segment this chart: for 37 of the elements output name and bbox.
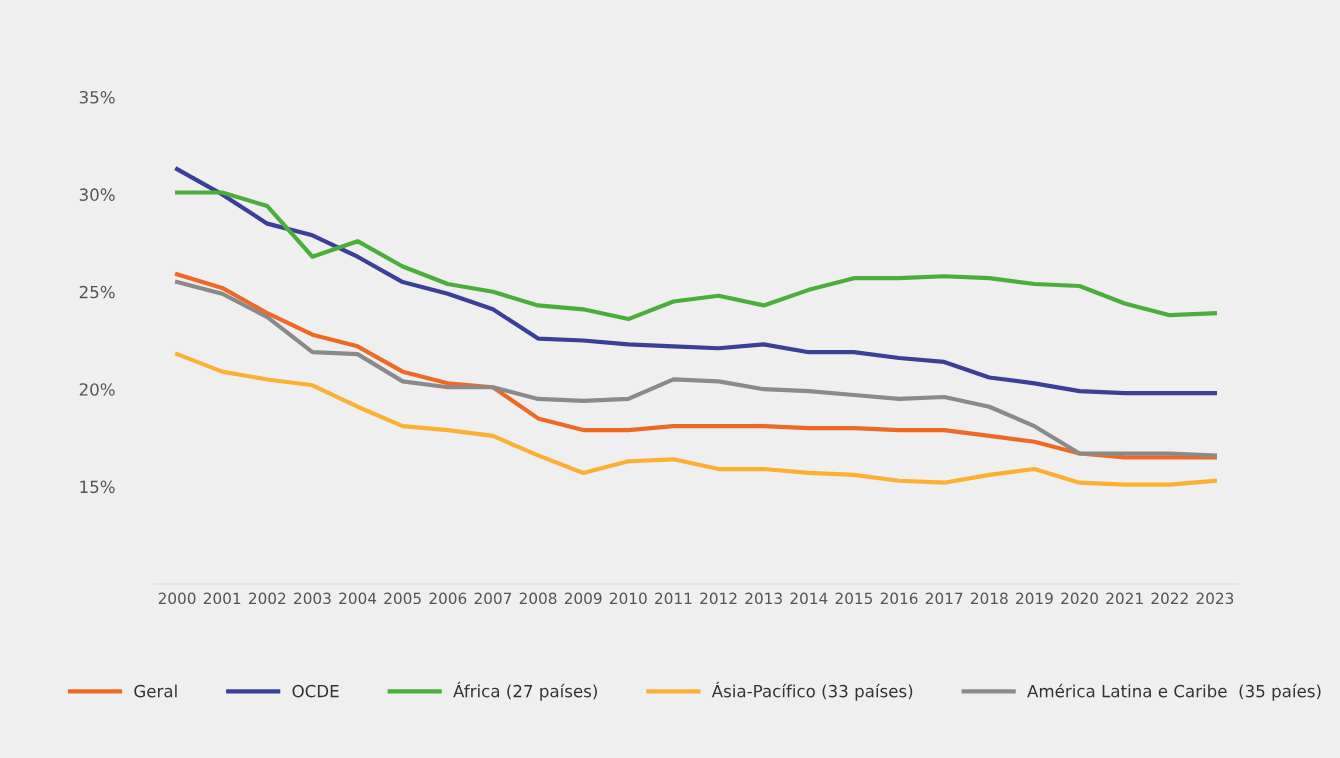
x-tick-label: 2004 [339,592,377,605]
y-tick-label: 35% [79,90,115,104]
x-tick-label: 2017 [925,592,963,605]
y-tick-label: 15% [80,480,115,494]
x-tick-label: 2008 [519,592,557,605]
x-tick-label: 2000 [158,592,196,605]
legend-label: Geral [134,684,177,698]
x-tick-label: 2015 [835,592,873,605]
y-tick-label: 25% [79,285,115,299]
x-tick-label: 2002 [248,592,286,605]
x-tick-label: 2011 [655,592,692,605]
x-tick-label: 2006 [429,592,467,605]
x-tick-label: 2003 [294,592,331,605]
x-tick-label: 2007 [474,592,512,605]
x-tick-label: 2012 [700,592,737,605]
x-tick-label: 2020 [1061,592,1098,605]
x-tick-label: 2001 [203,592,241,605]
x-tick-label: 2019 [1016,592,1053,605]
x-tick-label: 2009 [564,592,602,605]
legend-label: África (27 países) [453,681,597,701]
x-tick-label: 2010 [609,592,647,605]
legend-label: América Latina e Caribe (35 paíes) [1027,683,1321,701]
x-tick-label: 2005 [384,592,421,605]
x-tick-label: 2016 [880,592,918,605]
x-tick-label: 2022 [1151,592,1188,605]
x-tick-label: 2021 [1106,592,1143,605]
legend-label: OCDE [292,684,339,698]
line-series [174,190,1218,322]
line-series [174,167,1218,396]
y-tick-label: 30% [79,188,115,201]
x-tick-label: 2014 [790,592,828,605]
x-tick-label: 2023 [1196,592,1234,605]
line-series [174,352,1218,487]
y-tick-label: 20% [79,383,115,396]
x-tick-label: 2018 [970,592,1008,605]
x-tick-label: 2013 [745,592,782,605]
legend-label: Ásia-Pacífico (33 países) [711,681,913,701]
